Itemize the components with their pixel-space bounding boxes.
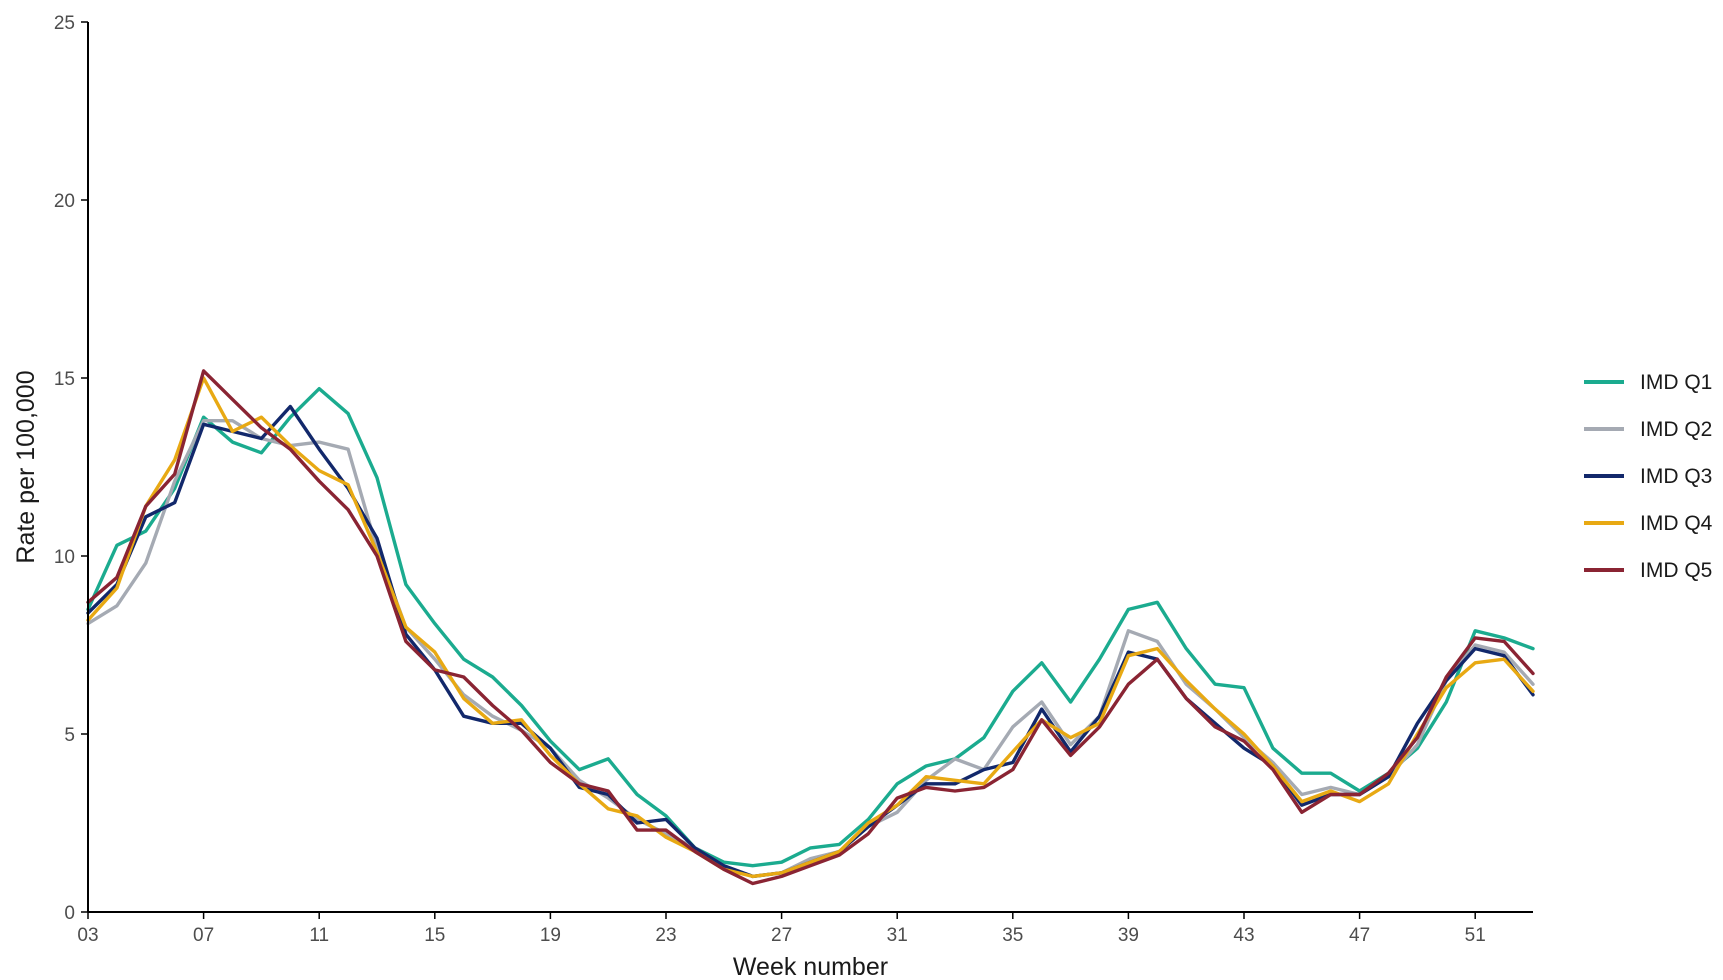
legend-label-imd-q1: IMD Q1	[1640, 371, 1712, 394]
x-axis-title: Week number	[733, 953, 888, 980]
legend-label-imd-q2: IMD Q2	[1640, 418, 1712, 441]
y-axis-title: Rate per 100,000	[12, 370, 40, 563]
x-tick-label: 35	[1002, 925, 1023, 946]
y-tick-label: 15	[54, 369, 75, 390]
series-line-imd-q2	[86, 419, 1535, 879]
legend-label-imd-q4: IMD Q4	[1640, 512, 1713, 535]
legend: IMD Q1 IMD Q2 IMD Q3 IMD Q4 IMD Q5	[1584, 371, 1713, 582]
x-tick-label: 43	[1233, 925, 1254, 946]
y-tick-label: 0	[64, 903, 75, 924]
plot-area	[86, 369, 1535, 886]
series-line-imd-q5	[86, 369, 1535, 886]
x-tick-label: 23	[655, 925, 676, 946]
y-tick-label: 20	[54, 191, 75, 212]
x-tick-label: 31	[887, 925, 908, 946]
y-tick-label: 10	[54, 547, 75, 568]
legend-label-imd-q3: IMD Q3	[1640, 465, 1712, 488]
series-line-imd-q4	[86, 376, 1535, 879]
x-tick-label: 39	[1118, 925, 1139, 946]
y-axis-ticks: 0 5 10 15 20 25	[54, 13, 88, 924]
x-tick-label: 03	[77, 925, 98, 946]
x-tick-label: 47	[1349, 925, 1370, 946]
x-tick-label: 27	[771, 925, 792, 946]
x-tick-label: 51	[1465, 925, 1486, 946]
x-tick-label: 07	[193, 925, 214, 946]
y-tick-label: 5	[64, 725, 75, 746]
x-axis-ticks: 03 07 11 15 19 23 27 31 35 39 43 47 51	[77, 912, 1486, 946]
series-line-imd-q1	[86, 387, 1535, 868]
x-tick-label: 11	[309, 925, 329, 946]
y-tick-label: 25	[54, 13, 75, 34]
series-line-imd-q3	[86, 404, 1535, 879]
x-tick-label: 19	[540, 925, 561, 946]
legend-label-imd-q5: IMD Q5	[1640, 559, 1712, 582]
x-tick-label: 15	[424, 925, 445, 946]
